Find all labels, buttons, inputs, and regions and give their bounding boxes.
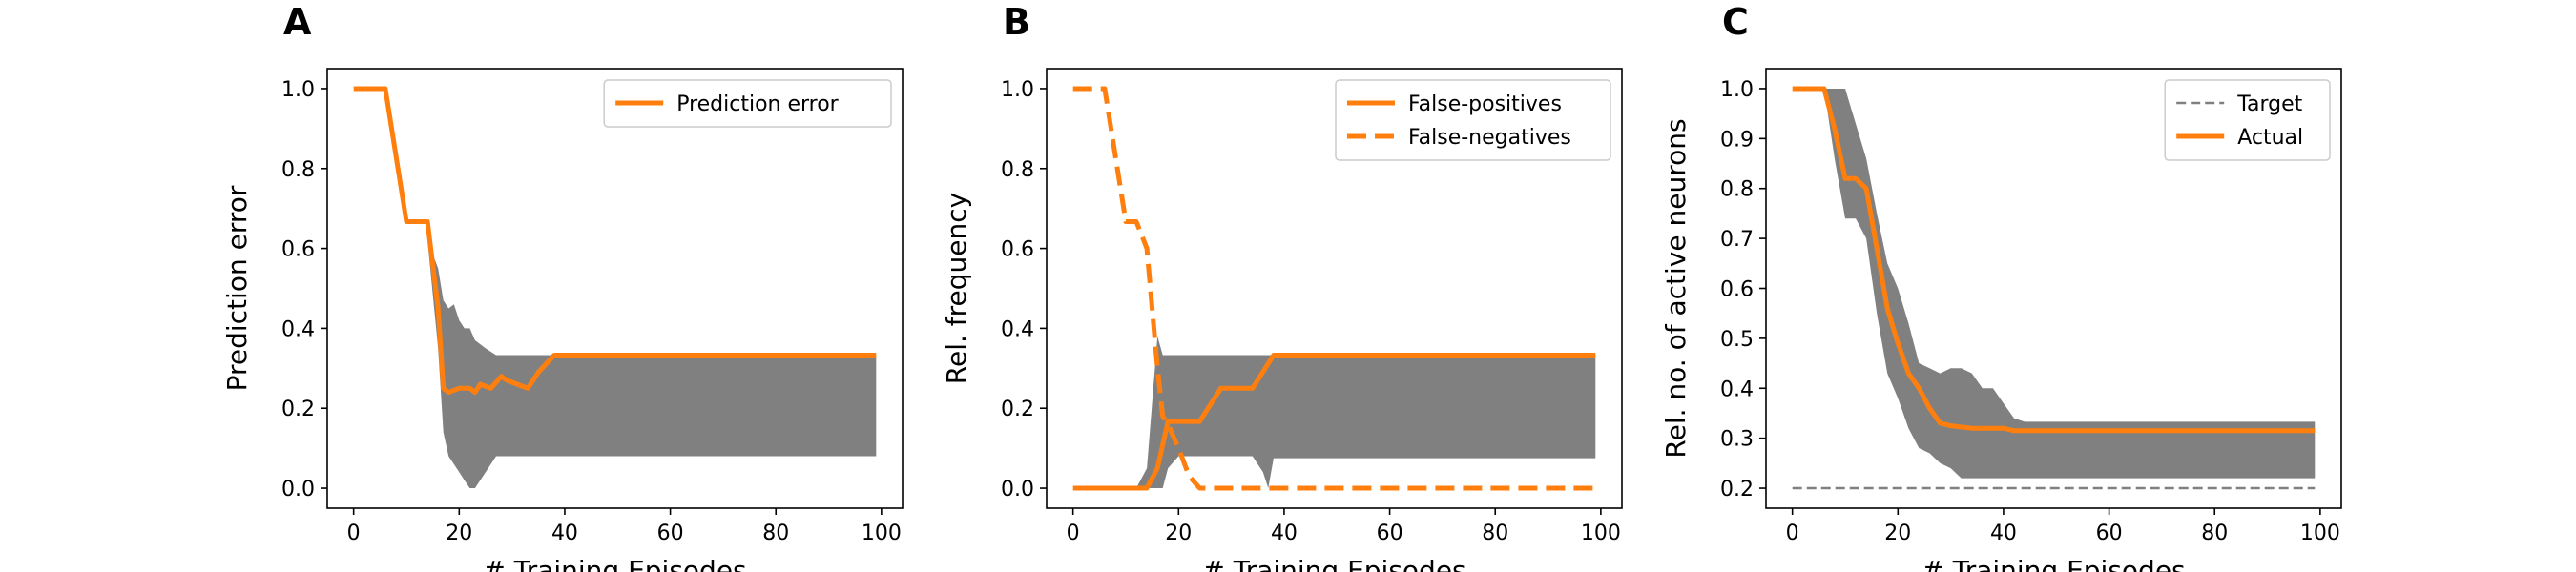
legend: False-positives False-negatives <box>1335 79 1611 161</box>
series-line-0 <box>1072 353 1596 491</box>
y-tick-label: 0.7 <box>1720 228 1754 252</box>
x-tick-label: 80 <box>1482 521 1508 545</box>
x-tick-label: 0 <box>347 521 361 545</box>
legend-label: False-positives <box>1408 92 1562 116</box>
legend-label: Prediction error <box>676 92 839 116</box>
legend: Target Actual <box>2164 79 2331 161</box>
panel-letter: B <box>1003 1 1030 43</box>
std-band <box>427 240 877 488</box>
x-axis-label: # Training Episodes <box>1922 555 2185 572</box>
x-tick-label: 80 <box>2201 521 2228 545</box>
y-axis-label: Prediction error <box>221 185 253 391</box>
y-axis-label: Rel. no. of active neurons <box>1660 118 1692 458</box>
y-tick-label: 0.6 <box>1720 278 1754 302</box>
x-tick-label: 100 <box>1581 521 1621 545</box>
series-line-1 <box>1072 86 1596 491</box>
series-line-0 <box>353 86 877 395</box>
legend-box <box>2164 79 2331 161</box>
y-tick-label: 0.2 <box>1720 478 1754 501</box>
y-tick-label: 0.5 <box>1720 328 1754 352</box>
x-tick-label: 20 <box>1884 521 1911 545</box>
y-tick-label: 0.6 <box>281 238 315 262</box>
panel-c: C 0 20 40 60 80 100 0.2 0.3 0.4 0.5 0.6 0.7 0.8 0.9 1.0… <box>1660 1 2342 572</box>
legend-label: Actual <box>2237 126 2303 150</box>
x-tick-label: 40 <box>1271 521 1298 545</box>
y-axis-label: Rel. frequency <box>941 193 972 384</box>
std-band <box>1823 89 2316 479</box>
std-band <box>1136 336 1596 488</box>
series-line-1 <box>1792 86 2316 434</box>
x-tick-label: 20 <box>1165 521 1192 545</box>
legend-box <box>1335 79 1611 161</box>
y-tick-label: 0.8 <box>1720 178 1754 202</box>
legend-box <box>603 79 892 128</box>
panel-b: B 0 20 40 60 80 100 0.0 0.2 0.4 0.6 0.8 1.0 # Trainin… <box>941 1 1623 572</box>
x-tick-label: 100 <box>862 521 902 545</box>
y-tick-label: 0.3 <box>1720 428 1754 452</box>
x-tick-label: 0 <box>1067 521 1080 545</box>
y-tick-label: 1.0 <box>1001 78 1034 102</box>
y-tick-label: 0.0 <box>1001 478 1034 501</box>
x-tick-label: 60 <box>657 521 684 545</box>
x-tick-label: 40 <box>1990 521 2017 545</box>
y-tick-label: 0.9 <box>1720 128 1754 152</box>
x-tick-label: 40 <box>551 521 578 545</box>
x-tick-label: 20 <box>446 521 472 545</box>
x-tick-label: 60 <box>1377 521 1403 545</box>
panel-letter: A <box>283 1 312 43</box>
y-tick-label: 0.0 <box>281 478 315 501</box>
x-tick-label: 80 <box>762 521 789 545</box>
y-tick-label: 1.0 <box>1720 78 1754 102</box>
y-tick-label: 0.8 <box>1001 158 1034 182</box>
panel-letter: C <box>1722 1 1749 43</box>
y-tick-label: 0.4 <box>1720 378 1754 401</box>
axes-frame <box>1046 68 1623 509</box>
y-tick-label: 0.4 <box>1001 317 1034 341</box>
x-axis-label: # Training Episodes <box>483 555 746 572</box>
panel-a: A 0 20 40 60 80 100 0.0 0.2 0.4 0.6 0.8 1.0 # Trainin… <box>221 1 904 572</box>
y-tick-label: 0.2 <box>1001 398 1034 421</box>
legend-label: False-negatives <box>1408 126 1571 150</box>
legend-label: Target <box>2236 92 2302 116</box>
x-axis-label: # Training Episodes <box>1202 555 1465 572</box>
x-tick-label: 0 <box>1786 521 1799 545</box>
legend: Prediction error <box>603 79 892 128</box>
x-tick-label: 100 <box>2300 521 2340 545</box>
y-tick-label: 1.0 <box>281 78 315 102</box>
y-tick-label: 0.4 <box>281 317 315 341</box>
axes-frame <box>326 68 904 509</box>
y-tick-label: 0.2 <box>281 398 315 421</box>
x-tick-label: 60 <box>2096 521 2123 545</box>
y-tick-label: 0.6 <box>1001 238 1034 262</box>
y-tick-label: 0.8 <box>281 158 315 182</box>
